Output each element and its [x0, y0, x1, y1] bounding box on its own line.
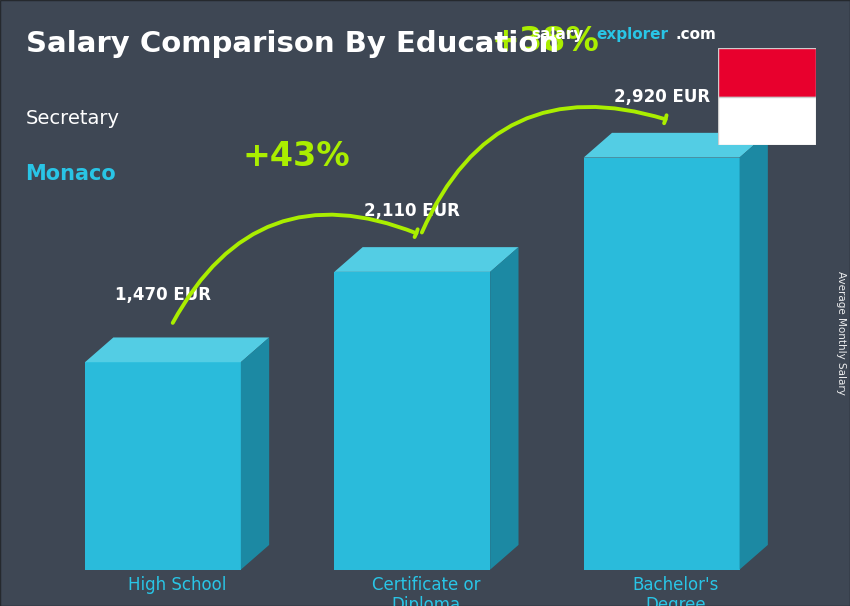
Polygon shape — [241, 338, 269, 570]
Text: Certificate or
Diploma: Certificate or Diploma — [372, 576, 480, 606]
Polygon shape — [334, 247, 518, 272]
Polygon shape — [490, 247, 518, 570]
Text: High School: High School — [128, 576, 226, 594]
Text: Bachelor's
Degree: Bachelor's Degree — [632, 576, 719, 606]
Polygon shape — [584, 158, 740, 570]
Polygon shape — [740, 133, 768, 570]
Polygon shape — [584, 133, 768, 158]
Polygon shape — [85, 338, 269, 362]
Text: 2,110 EUR: 2,110 EUR — [365, 202, 460, 221]
Polygon shape — [85, 362, 241, 570]
Text: Average Monthly Salary: Average Monthly Salary — [836, 271, 846, 395]
Text: explorer: explorer — [597, 27, 669, 42]
Polygon shape — [334, 272, 490, 570]
FancyBboxPatch shape — [718, 48, 816, 97]
Text: .com: .com — [676, 27, 717, 42]
Text: Monaco: Monaco — [26, 164, 116, 184]
Text: +43%: +43% — [242, 140, 350, 173]
Text: +38%: +38% — [491, 25, 599, 58]
Text: Salary Comparison By Education: Salary Comparison By Education — [26, 30, 558, 58]
Text: salary: salary — [531, 27, 584, 42]
FancyBboxPatch shape — [718, 97, 816, 145]
Text: 2,920 EUR: 2,920 EUR — [614, 88, 710, 106]
Text: Secretary: Secretary — [26, 109, 120, 128]
Text: 1,470 EUR: 1,470 EUR — [115, 286, 211, 304]
